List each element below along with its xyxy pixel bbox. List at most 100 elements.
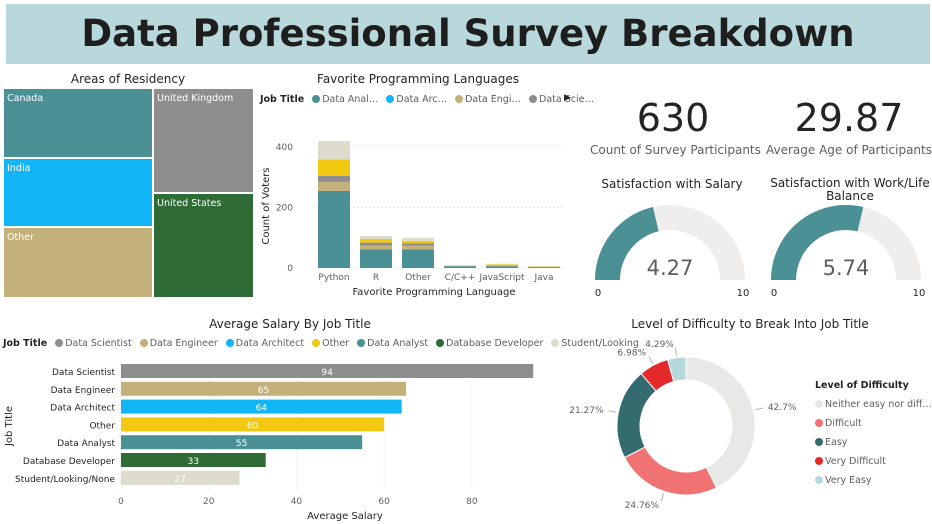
gauge-max-label: 10 — [737, 288, 750, 299]
legend-item[interactable]: Data Scientist — [55, 338, 132, 349]
y-tick-label: Data Scientist — [52, 368, 115, 378]
salary-satisfaction-gauge[interactable]: 4.27 0 10 — [586, 195, 756, 305]
legend-dot — [312, 339, 321, 347]
bar-segment[interactable] — [402, 245, 434, 250]
bar-segment[interactable] — [402, 240, 434, 244]
bar-segment[interactable] — [402, 237, 434, 241]
legend-dot — [551, 339, 560, 347]
y-tick-label: 400 — [276, 143, 293, 153]
legend-dot — [815, 419, 823, 427]
gauge-min-label: 0 — [771, 288, 777, 299]
leader-line — [660, 493, 665, 502]
legend-label: Data Analyst — [367, 338, 429, 349]
gauge-min-label: 0 — [595, 288, 601, 299]
bar-segment[interactable] — [360, 249, 392, 268]
salary-bar[interactable] — [121, 470, 240, 485]
legend-label: Data Anal… — [322, 94, 379, 105]
legend-item[interactable]: Difficult — [815, 414, 930, 433]
legend-item[interactable]: Data Anal… — [312, 94, 378, 105]
x-tick-label: 40 — [291, 497, 303, 507]
y-tick-label: Other — [89, 421, 115, 431]
slice-percent-label: 4.29% — [645, 340, 674, 350]
treemap-cell-other[interactable]: Other — [3, 227, 153, 298]
x-tick-label: 80 — [466, 497, 478, 507]
bar-segment[interactable] — [486, 264, 518, 266]
legend-item[interactable]: Very Easy — [815, 471, 930, 490]
legend-item[interactable]: Data Arc… — [386, 94, 447, 105]
participant-count-value: 630 — [636, 96, 710, 140]
legend-dot — [386, 95, 395, 103]
donut-slice[interactable] — [667, 356, 687, 383]
legend-label: Data Architect — [235, 338, 305, 349]
legend-item[interactable]: Very Difficult — [815, 452, 930, 471]
slice-percent-label: 6.98% — [617, 349, 646, 359]
salary-bar[interactable] — [121, 417, 385, 432]
donut-slice[interactable] — [685, 356, 756, 489]
x-tick-label: R — [373, 273, 379, 283]
legend-dot — [357, 339, 366, 347]
x-tick-label: Python — [318, 273, 349, 283]
legend-label: Very Easy — [825, 475, 872, 486]
legend-next-arrow-icon[interactable]: ▶ — [564, 93, 571, 103]
bar-segment[interactable] — [318, 159, 350, 176]
bar-segment[interactable] — [402, 243, 434, 246]
treemap-cell-india[interactable]: India — [3, 158, 153, 227]
y-tick-label: 0 — [287, 264, 293, 274]
legend-item[interactable]: Neither easy nor diff… — [815, 395, 932, 414]
bar-segment[interactable] — [444, 266, 476, 268]
x-tick-label: Java — [533, 273, 553, 283]
bar-segment[interactable] — [528, 267, 560, 268]
legend-item[interactable]: Data Engineer — [139, 338, 218, 349]
donut-slice[interactable] — [616, 372, 657, 459]
difficulty-donut-chart: 42.7% 24.76% 21.27% 6.98%4.29% — [569, 340, 797, 511]
bar-value-label: 55 — [236, 439, 247, 449]
treemap-cell-canada[interactable]: Canada — [3, 88, 153, 158]
salary-bar[interactable] — [121, 399, 402, 414]
bar-segment[interactable] — [486, 266, 518, 268]
salary-bar[interactable] — [121, 364, 534, 378]
bar-segment[interactable] — [402, 249, 434, 268]
bar-segment[interactable] — [486, 263, 518, 265]
treemap-label: India — [7, 163, 31, 174]
legend-item[interactable]: Data Analyst — [357, 338, 428, 349]
slice-percent-label: 21.27% — [569, 406, 604, 416]
gauge-fill[interactable] — [771, 205, 864, 280]
languages-chart: 0 200 400 Count of Voters Python R Other C/C++ J… — [261, 141, 565, 298]
bar-segment[interactable] — [318, 181, 350, 191]
bar-segment[interactable] — [360, 242, 392, 246]
worklife-satisfaction-gauge[interactable]: 5.74 0 10 — [762, 195, 932, 305]
treemap-cell-united-kingdom[interactable]: United Kingdom — [153, 88, 254, 193]
salary-bar[interactable] — [121, 435, 363, 450]
residency-treemap[interactable]: Canada India Other United Kingdom United… — [3, 88, 254, 298]
leader-line — [608, 410, 617, 413]
y-axis-title: Count of Voters — [261, 167, 272, 244]
legend-item[interactable]: Data Architect — [225, 338, 305, 349]
salary-bar[interactable] — [121, 453, 266, 467]
donut-slice[interactable] — [623, 446, 718, 496]
treemap-label: Other — [7, 232, 34, 243]
y-tick-label: 200 — [276, 204, 293, 214]
x-tick-label: Other — [405, 273, 431, 283]
languages-chart-title: Favorite Programming Languages — [317, 72, 519, 86]
bar-segment[interactable] — [360, 235, 392, 239]
salary-bar[interactable] — [121, 381, 407, 396]
y-tick-label: Student/Looking/None — [15, 475, 115, 485]
legend-title: Level of Difficulty — [815, 380, 909, 391]
bar-segment[interactable] — [318, 175, 350, 182]
bar-segment[interactable] — [318, 190, 350, 268]
bar-segment[interactable] — [360, 245, 392, 250]
legend-item[interactable]: Other — [312, 338, 349, 349]
treemap-cell-united-states[interactable]: United States — [153, 193, 254, 298]
legend-item[interactable]: Database Developer — [436, 338, 543, 349]
gauge-fill[interactable] — [595, 206, 659, 280]
bar-segment[interactable] — [486, 265, 518, 267]
legend-item[interactable]: Student/Looking — [551, 338, 639, 349]
legend-item[interactable]: Data Engi… — [455, 94, 521, 105]
slice-percent-label: 42.7% — [768, 403, 797, 413]
x-tick-label: C/C++ — [445, 273, 476, 283]
legend-item[interactable]: Data Scie… — [529, 94, 594, 105]
legend-item[interactable]: Easy — [815, 433, 930, 452]
bar-segment[interactable] — [318, 141, 350, 160]
bar-segment[interactable] — [360, 238, 392, 243]
salary-legend: Job Title Data Scientist Data Engineer D… — [3, 338, 639, 349]
